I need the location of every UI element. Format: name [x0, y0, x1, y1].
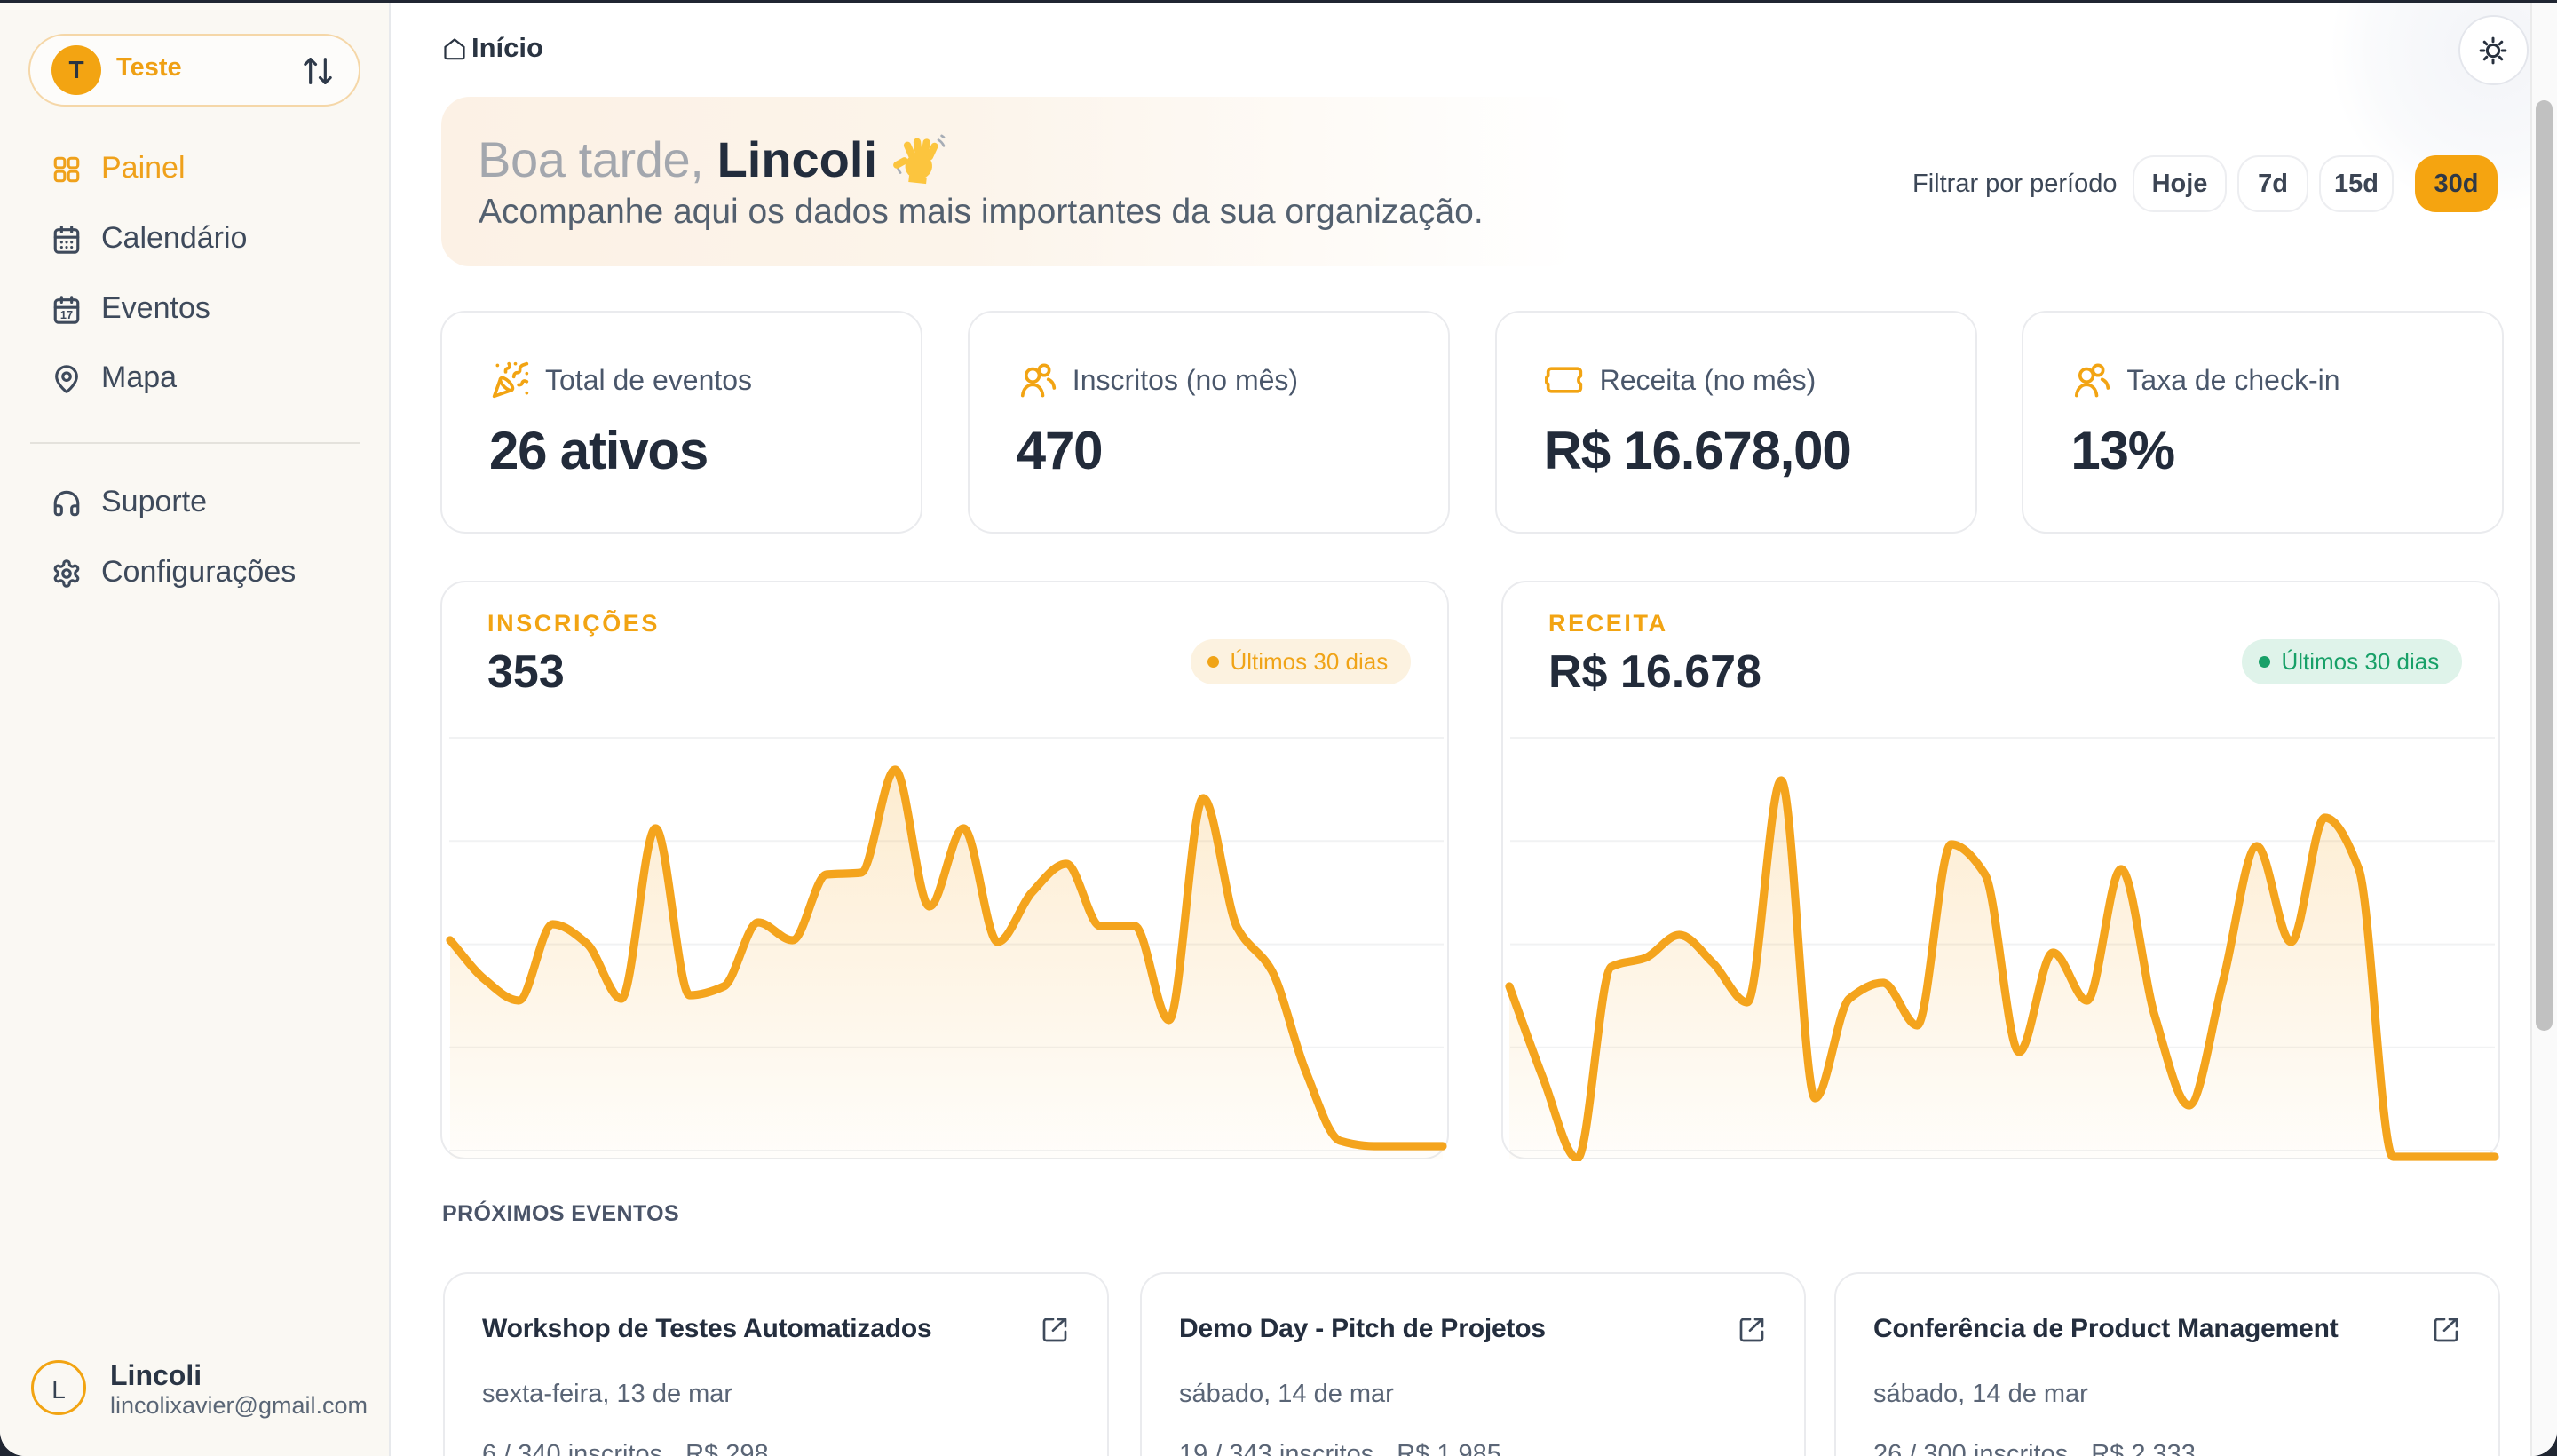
- svg-text:17: 17: [60, 308, 73, 321]
